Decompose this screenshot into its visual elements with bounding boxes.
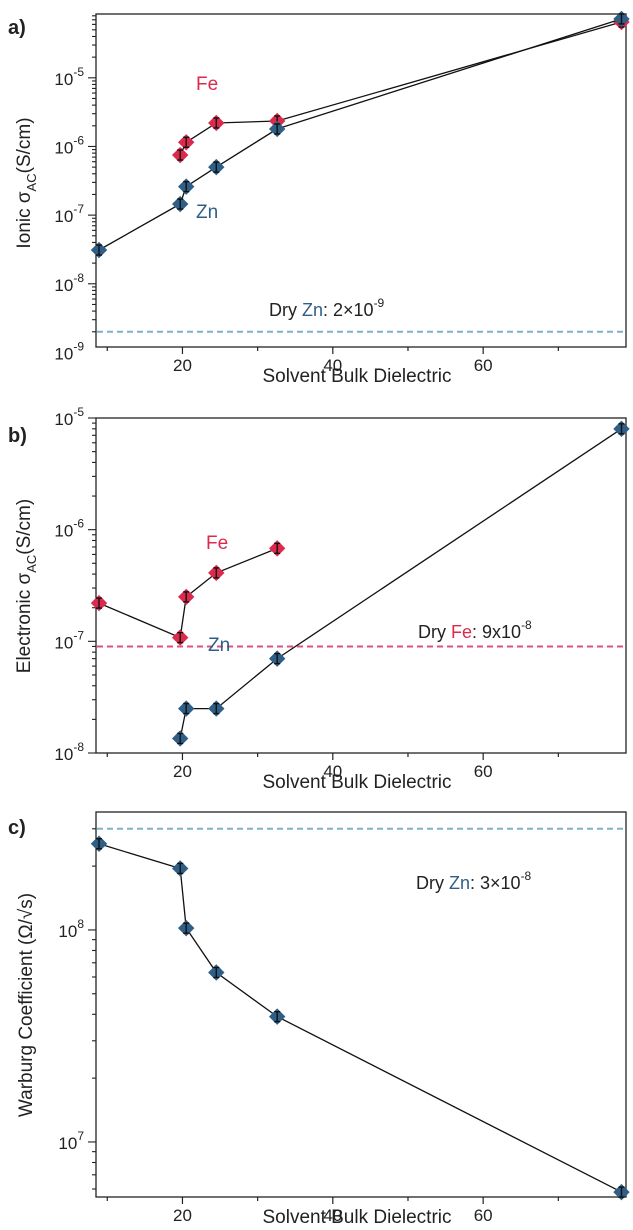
y-axis-label-unit: (S/cm)	[14, 117, 35, 173]
panel-label: b)	[8, 425, 27, 447]
y-axis-label-subscript: AC	[24, 173, 39, 191]
y-tick-exponent: -7	[73, 628, 84, 642]
series-fe: Fe	[90, 533, 286, 646]
plot-frame	[95, 13, 627, 348]
y-tick-exponent: 7	[77, 1129, 84, 1143]
y-tick-exponent: -5	[73, 405, 84, 419]
y-tick-label: 108	[58, 917, 84, 941]
y-tick-label: 10-8	[54, 271, 84, 295]
y-tick-exponent: -8	[73, 271, 84, 285]
reference-label-part: Dry	[416, 873, 449, 893]
reference-label-part: : 2×10	[323, 300, 374, 320]
reference-label-part: : 3×10	[470, 873, 521, 893]
y-tick-label: 10-5	[54, 405, 84, 429]
reference-label: Dry Zn: 2×10-9	[269, 296, 385, 320]
x-axis-label: Solvent Bulk Dielectric	[262, 1207, 451, 1228]
series-label: Zn	[208, 635, 230, 656]
y-tick-label: 10-5	[54, 65, 84, 89]
x-tick-label: 40	[323, 1206, 342, 1225]
series-fe: Fe	[171, 13, 630, 164]
reference-label-part: Dry	[418, 622, 451, 642]
x-axis: 20 40 60	[106, 1197, 559, 1225]
y-tick-label: 10-9	[54, 339, 84, 363]
reference-label-part: Zn	[302, 300, 323, 320]
x-tick-label: 20	[173, 356, 192, 375]
reference-label-part: Fe	[451, 622, 472, 642]
reference-label-part: Dry	[269, 300, 302, 320]
series-line	[179, 428, 622, 739]
reference-label: Dry Zn: 3×10-8	[416, 869, 532, 893]
y-axis-label-subscript: AC	[24, 555, 39, 573]
y-tick-exponent: -5	[73, 65, 84, 79]
series-zn: Zn	[171, 420, 630, 747]
panel-label: c)	[8, 817, 26, 839]
x-tick-label: 40	[323, 762, 342, 781]
y-tick-exponent: -6	[73, 517, 84, 531]
plot-frame	[95, 811, 627, 1198]
reference-label-part: Zn	[449, 873, 470, 893]
plot-frame	[95, 417, 627, 754]
x-tick-label: 20	[173, 1206, 192, 1225]
y-axis: 10-8 10-7 10-6 10-5	[54, 405, 96, 764]
y-tick-label: 10-7	[54, 628, 84, 652]
series-label: Zn	[196, 202, 218, 223]
x-axis-label: Solvent Bulk Dielectric	[262, 366, 451, 387]
y-axis-label: Electronic σAC(S/cm)	[14, 499, 39, 673]
y-axis: 107 108	[58, 828, 96, 1190]
series-label: Fe	[196, 74, 218, 95]
panel-label: a)	[8, 17, 26, 39]
y-tick-label: 10-8	[54, 740, 84, 764]
y-tick-exponent: 8	[77, 917, 84, 931]
y-tick-exponent: -7	[73, 202, 84, 216]
series-zn: Zn	[90, 10, 630, 259]
y-axis-label: Ionic σAC(S/cm)	[14, 117, 39, 248]
reference-label: Dry Fe: 9x10-8	[418, 618, 532, 642]
series-zn	[90, 835, 630, 1201]
series-line	[98, 18, 622, 251]
x-axis: 20 40 60	[106, 753, 559, 781]
y-tick-exponent: -8	[73, 740, 84, 754]
y-tick-exponent: -9	[73, 339, 84, 353]
x-tick-label: 20	[173, 762, 192, 781]
x-tick-label: 40	[323, 356, 342, 375]
reference-label-part: -8	[521, 869, 532, 883]
series-line	[179, 21, 622, 156]
reference-label-part: : 9x10	[472, 622, 521, 642]
x-tick-label: 60	[474, 1206, 493, 1225]
panel-3: c) 20 40 60 Solvent Bulk Dielectric 107 108 War…	[8, 811, 630, 1228]
series-line	[98, 843, 622, 1193]
reference-label-part: -9	[374, 296, 385, 310]
x-axis: 20 40 60	[106, 347, 559, 375]
y-axis: 10-9 10-8 10-7 10-6 10-5	[54, 15, 96, 363]
y-axis-label-unit: (S/cm)	[14, 499, 35, 555]
y-tick-label: 10-7	[54, 202, 84, 226]
series-label: Fe	[206, 533, 228, 554]
y-tick-label: 10-6	[54, 133, 84, 157]
y-axis-label: Warburg Coefficient (Ω/√s)	[16, 893, 37, 1117]
y-tick-label: 10-6	[54, 517, 84, 541]
x-tick-label: 60	[474, 356, 493, 375]
x-axis-label: Solvent Bulk Dielectric	[262, 772, 451, 793]
x-tick-label: 60	[474, 762, 493, 781]
y-tick-label: 107	[58, 1129, 84, 1153]
reference-label-part: -8	[521, 618, 532, 632]
y-tick-exponent: -6	[73, 133, 84, 147]
